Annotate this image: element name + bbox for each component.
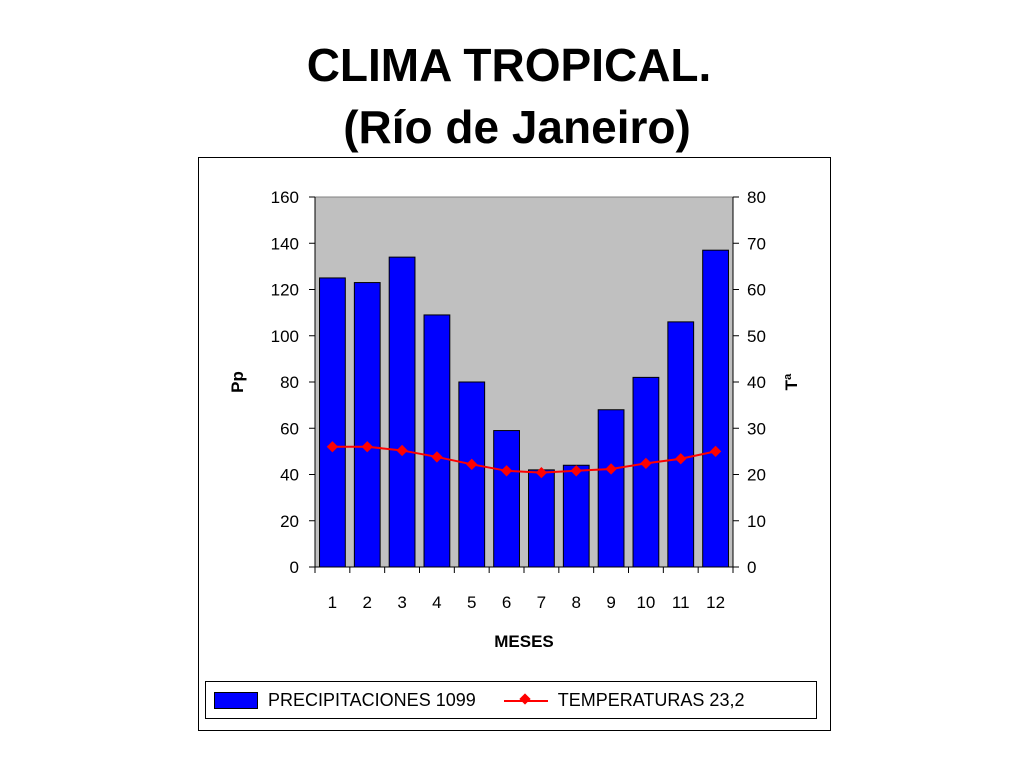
y2-axis-title: Tª bbox=[782, 373, 801, 390]
x-tick-label: 6 bbox=[502, 593, 511, 612]
x-tick-label: 10 bbox=[636, 593, 655, 612]
legend-swatch-temperaturas bbox=[503, 693, 548, 708]
legend-label-temperaturas: TEMPERATURAS 23,2 bbox=[557, 689, 745, 710]
legend-swatch-precipitaciones bbox=[214, 691, 258, 709]
bar-4 bbox=[423, 314, 451, 568]
x-tick-label: 4 bbox=[432, 593, 441, 612]
y-tick-label: 80 bbox=[280, 373, 299, 392]
y-tick-label: 40 bbox=[280, 466, 299, 485]
bar-3 bbox=[388, 256, 416, 568]
bar-12 bbox=[702, 249, 729, 568]
y2-tick-label: 50 bbox=[747, 327, 766, 346]
bar-8 bbox=[562, 464, 590, 568]
temperature-point-4 bbox=[431, 451, 443, 463]
y2-tick-label: 20 bbox=[747, 466, 766, 485]
temperature-point-10 bbox=[640, 457, 652, 470]
bar-10 bbox=[632, 376, 660, 568]
temperature-point-5 bbox=[466, 458, 478, 470]
bar-6 bbox=[493, 430, 520, 568]
bar-11 bbox=[667, 321, 695, 568]
y2-tick-label: 10 bbox=[747, 512, 766, 531]
bar-9 bbox=[597, 409, 625, 568]
chart-title: CLIMA TROPICAL. bbox=[306, 39, 712, 91]
x-tick-label: 9 bbox=[606, 593, 615, 612]
temperature-point-6 bbox=[500, 465, 513, 477]
y2-tick-label: 60 bbox=[747, 281, 766, 300]
chart-subtitle: (Río de Janeiro) bbox=[343, 101, 691, 153]
y-tick-label: 140 bbox=[271, 234, 299, 253]
y2-tick-label: 0 bbox=[747, 558, 756, 577]
temperature-point-2 bbox=[361, 441, 373, 453]
bar-2 bbox=[353, 282, 381, 568]
y-tick-label: 20 bbox=[280, 512, 299, 531]
y-tick-label: 120 bbox=[271, 281, 299, 300]
temperature-point-12 bbox=[709, 445, 722, 458]
x-tick-label: 7 bbox=[537, 593, 546, 612]
y2-tick-label: 80 bbox=[747, 188, 766, 207]
y-tick-label: 0 bbox=[290, 558, 299, 577]
x-tick-label: 2 bbox=[363, 593, 372, 612]
plot-background bbox=[314, 196, 734, 568]
temperature-point-3 bbox=[396, 444, 408, 457]
legend-label-precipitaciones: PRECIPITACIONES 1099 bbox=[268, 689, 476, 710]
y2-tick-label: 30 bbox=[747, 419, 766, 438]
temperature-line bbox=[332, 445, 716, 474]
y-axis-title: Pp bbox=[228, 371, 247, 393]
y2-tick-label: 40 bbox=[747, 373, 766, 392]
temperature-point-8 bbox=[570, 465, 582, 477]
temperature-point-11 bbox=[675, 453, 687, 465]
bar-1 bbox=[319, 277, 346, 568]
x-tick-label: 3 bbox=[397, 593, 406, 612]
y2-tick-label: 70 bbox=[747, 234, 766, 253]
y-tick-label: 160 bbox=[271, 188, 299, 207]
x-tick-label: 5 bbox=[467, 593, 476, 612]
x-tick-label: 8 bbox=[572, 593, 581, 612]
bar-7 bbox=[528, 469, 555, 568]
legend: PRECIPITACIONES 1099 TEMPERATURAS 23,2 bbox=[205, 681, 817, 719]
temperature-point-7 bbox=[535, 466, 548, 479]
x-axis-title: MESES bbox=[494, 632, 554, 651]
temperature-point-9 bbox=[605, 463, 617, 475]
chart-area: 0 20 40 60 80 100 120 140 160 0 10 20 30 40 50 60 70 80 1 2… bbox=[198, 157, 831, 731]
temperature-point-1 bbox=[326, 441, 339, 453]
x-tick-label: 12 bbox=[706, 593, 725, 612]
x-tick-label: 1 bbox=[328, 593, 337, 612]
bar-5 bbox=[458, 381, 486, 568]
y-tick-label: 100 bbox=[271, 327, 299, 346]
x-tick-label: 11 bbox=[672, 593, 690, 612]
y-tick-label: 60 bbox=[280, 419, 299, 438]
